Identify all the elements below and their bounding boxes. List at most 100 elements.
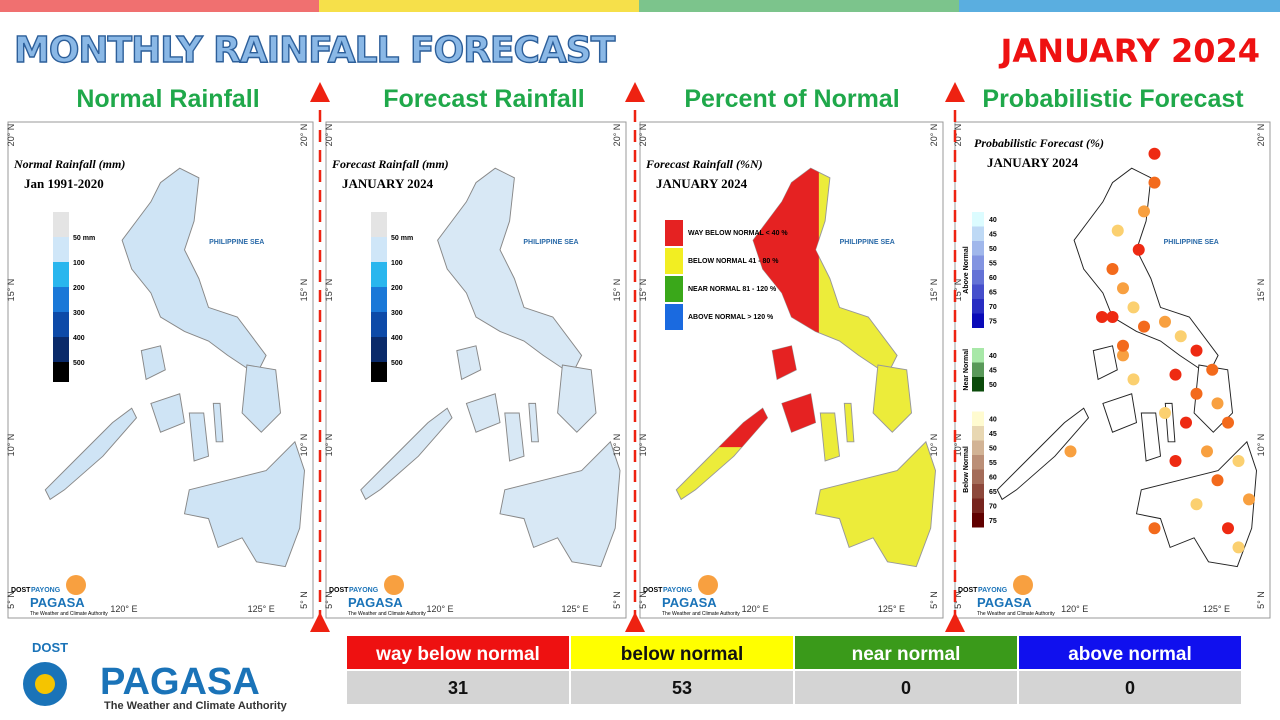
small-logo-umbrella (384, 575, 404, 595)
legend-swatch (972, 299, 984, 314)
map-subtitle: Jan 1991-2020 (24, 176, 104, 191)
legend-label: 75 (989, 319, 997, 326)
station-dot (1106, 263, 1119, 275)
legend-swatch (972, 411, 984, 426)
value-text: 0 (1125, 678, 1135, 698)
stripe (319, 0, 639, 12)
legend-label: 50 (989, 446, 997, 453)
stripe (959, 0, 1280, 12)
lat-label: 15° N (638, 279, 648, 302)
slide-title: MONTHLY RAINFALL FORECAST (14, 30, 616, 71)
station-dot (1190, 498, 1203, 511)
station-dot (1117, 349, 1129, 362)
lon-label: 120° E (110, 604, 137, 614)
small-logo-top: PAYONG (663, 587, 693, 594)
value-cell (795, 671, 1017, 704)
legend-label: 50 (989, 382, 997, 389)
legend-swatch (53, 262, 69, 287)
map-title: Normal Rainfall (mm) (13, 157, 125, 171)
lon-label: 125° E (561, 604, 588, 614)
legend-swatch (972, 377, 984, 392)
lat-label: 20° N (1256, 124, 1266, 147)
legend-label: 50 mm (73, 235, 95, 242)
legend-label: BELOW NORMAL 41 - 80 % (688, 258, 779, 265)
lat-label: 5° N (299, 591, 309, 609)
station-dot (1117, 339, 1129, 352)
lat-label: 15° N (612, 279, 622, 302)
small-logo-tagline: The Weather and Climate Authority (977, 611, 1055, 617)
station-dot (1148, 147, 1161, 160)
legend-swatch (972, 212, 984, 227)
legend-label: 400 (391, 335, 403, 342)
value-cell (1019, 671, 1241, 704)
station-dot (1159, 315, 1171, 328)
legend-swatch (972, 226, 984, 241)
small-logo-agency: DOST (329, 587, 349, 594)
station-dot (1111, 224, 1124, 237)
legend-label: 40 (989, 417, 997, 424)
station-dot (1169, 455, 1182, 467)
sea-label: PHILIPPINE SEA (209, 239, 264, 246)
lat-label: 20° N (929, 124, 939, 147)
station-dot (1211, 474, 1224, 487)
value-cell (347, 671, 569, 704)
legend-swatch (371, 262, 387, 287)
legend-swatch (972, 440, 984, 455)
legend-swatch (972, 513, 984, 528)
legend-swatch (972, 270, 984, 285)
legend-label: 400 (73, 335, 85, 342)
value-cell (571, 671, 793, 704)
header-cell (347, 636, 569, 669)
stripe (0, 0, 319, 12)
station-dot (1190, 387, 1203, 400)
station-dot (1206, 363, 1219, 376)
lon-label: 120° E (1061, 604, 1088, 614)
legend-label: 200 (73, 285, 85, 292)
small-logo-name: PAGASA (662, 595, 717, 610)
legend-swatch (972, 362, 984, 377)
legend-swatch (53, 287, 69, 312)
legend-label: 100 (73, 260, 85, 267)
logo-agency: DOST (32, 640, 68, 655)
lon-label: 125° E (248, 604, 275, 614)
small-logo-name: PAGASA (977, 595, 1032, 610)
legend-swatch (972, 455, 984, 470)
station-dot (1243, 493, 1255, 506)
lat-label: 15° N (1256, 279, 1266, 302)
station-dot (1148, 176, 1161, 189)
map-panel: Percent of Normal Forecast Rainfall (%N) J… (638, 85, 944, 619)
value-text: 31 (448, 678, 468, 698)
legend-label: 45 (989, 431, 997, 438)
station-dot (1174, 330, 1187, 343)
station-dot (1159, 407, 1171, 419)
legend-swatch (972, 313, 984, 328)
header-text: way below normal (375, 644, 540, 665)
lat-label: 10° N (638, 434, 648, 457)
header-cell (571, 636, 793, 669)
legend-swatch (972, 255, 984, 270)
legend-swatch (972, 484, 984, 499)
small-logo-tagline: The Weather and Climate Authority (30, 611, 108, 617)
small-logo-umbrella (698, 575, 718, 595)
legend-label: WAY BELOW NORMAL < 40 % (688, 230, 788, 237)
sea-label: PHILIPPINE SEA (1164, 239, 1219, 246)
station-dot (1190, 344, 1203, 357)
value-text: 53 (672, 678, 692, 698)
station-dot (1148, 522, 1161, 535)
legend-swatch (665, 304, 683, 330)
lat-label: 10° N (299, 434, 309, 457)
station-dot (1106, 311, 1119, 323)
legend-swatch (972, 469, 984, 484)
header-text: above normal (1068, 644, 1192, 665)
legend-swatch (53, 312, 69, 337)
map-title: Probabilistic Forecast (%) (974, 136, 1104, 150)
legend-swatch (371, 362, 387, 382)
legend-label: 55 (989, 261, 997, 268)
lat-label: 15° N (299, 279, 309, 302)
lat-label: 20° N (299, 124, 309, 147)
legend-swatch (665, 276, 683, 302)
small-logo-agency: DOST (11, 587, 31, 594)
station-dot (1138, 320, 1150, 333)
legend-swatch (972, 348, 984, 363)
